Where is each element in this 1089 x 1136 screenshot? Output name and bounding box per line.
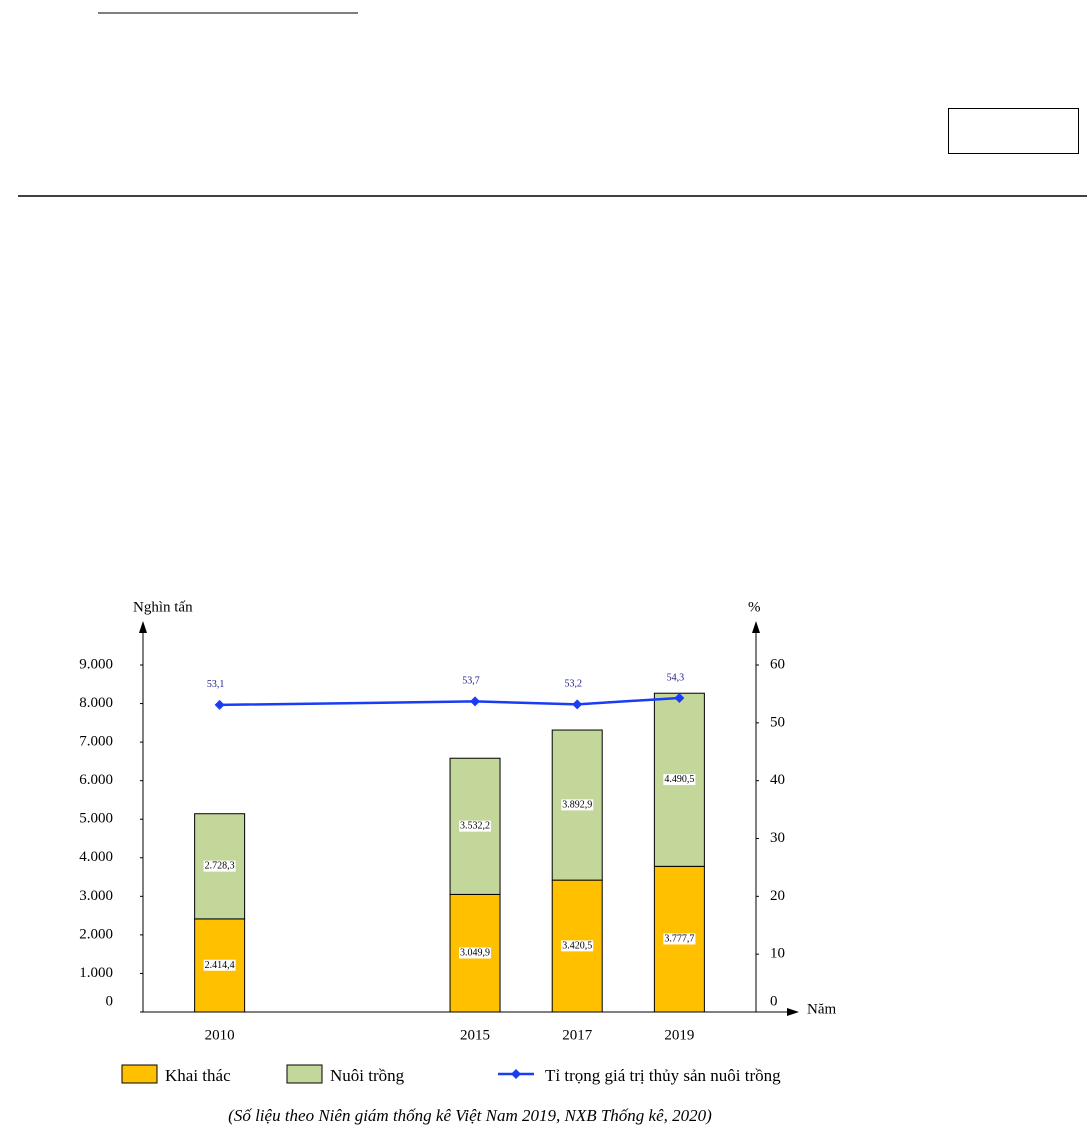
legend-swatch	[286, 1064, 323, 1084]
legend-swatch	[121, 1064, 158, 1084]
bar-value-label: 4.490,5	[664, 774, 694, 785]
y2-axis-label: %	[748, 599, 761, 615]
legend-label: Tỉ trọng giá trị thủy sản nuôi trồng	[545, 1066, 781, 1085]
legend-label: Nuôi trồng	[330, 1066, 405, 1085]
bar-value-label-bg	[663, 774, 696, 786]
bar-value-label-bg	[561, 799, 594, 811]
legend-marker	[511, 1069, 521, 1079]
bar-value-label: 3.777,7	[664, 933, 694, 944]
x-axis-arrow	[787, 1008, 799, 1016]
y2-tick-label: 50	[770, 714, 785, 730]
y-tick-label: 6.000	[79, 772, 113, 788]
y-axis-label: Nghìn tấn	[133, 599, 193, 615]
bar-value-label: 3.420,5	[562, 940, 592, 951]
line-value-label: 54,3	[667, 672, 685, 683]
bar-value-label-bg	[203, 860, 236, 872]
line-marker	[214, 699, 225, 710]
y2-tick-label: 60	[770, 656, 785, 672]
line-value-label: 53,1	[207, 679, 225, 690]
line-marker	[470, 696, 481, 707]
line-marker	[674, 692, 685, 703]
bar-value-label-bg	[663, 933, 696, 945]
bar-value-label: 2.414,4	[205, 960, 235, 971]
line-value-label: 53,7	[462, 676, 480, 687]
code-box	[948, 108, 1079, 154]
source-note: (Số liệu theo Niên giám thống kê Việt Na…	[228, 1106, 712, 1125]
y-tick-label: 5.000	[79, 811, 113, 827]
bar-value-label-bg	[459, 820, 492, 832]
y2-tick-label: 0	[770, 993, 778, 1009]
x-tick-label: 2019	[664, 1027, 694, 1043]
chart: Nghìn tấn % Năm (Số liệu theo Niên giám …	[79, 599, 836, 1124]
y2-tick-label: 40	[770, 772, 785, 788]
bar-value-label-bg	[459, 947, 492, 959]
legend-label: Khai thác	[165, 1066, 231, 1085]
y-tick-label: 4.000	[79, 849, 113, 865]
x-tick-label: 2015	[460, 1027, 490, 1043]
y2-tick-label: 20	[770, 888, 785, 904]
y2-tick-label: 10	[770, 946, 785, 962]
line	[219, 696, 680, 707]
y-axis-arrow	[139, 621, 147, 633]
x-tick-label: 2017	[562, 1027, 593, 1043]
y2-axis-arrow	[752, 621, 760, 633]
bar-value-label: 3.532,2	[460, 821, 490, 832]
y-tick-label: 0	[106, 993, 114, 1009]
y-tick-label: 9.000	[79, 656, 113, 672]
bar-value-label: 3.049,9	[460, 948, 490, 959]
x-tick-label: 2010	[205, 1027, 235, 1043]
y-tick-label: 1.000	[79, 965, 113, 981]
bar-value-label-bg	[203, 959, 236, 971]
y-tick-label: 7.000	[79, 734, 113, 750]
y-tick-label: 3.000	[79, 888, 113, 904]
y-tick-label: 8.000	[79, 695, 113, 711]
line-marker	[572, 699, 583, 710]
line-value-label: 53,2	[564, 679, 582, 690]
x-axis-label: Năm	[807, 1001, 836, 1017]
y2-tick-label: 30	[770, 830, 785, 846]
bar-value-label: 2.728,3	[205, 861, 235, 872]
bar-value-label-bg	[561, 940, 594, 952]
bar-value-label: 3.892,9	[562, 799, 592, 810]
y-tick-label: 2.000	[79, 926, 113, 942]
